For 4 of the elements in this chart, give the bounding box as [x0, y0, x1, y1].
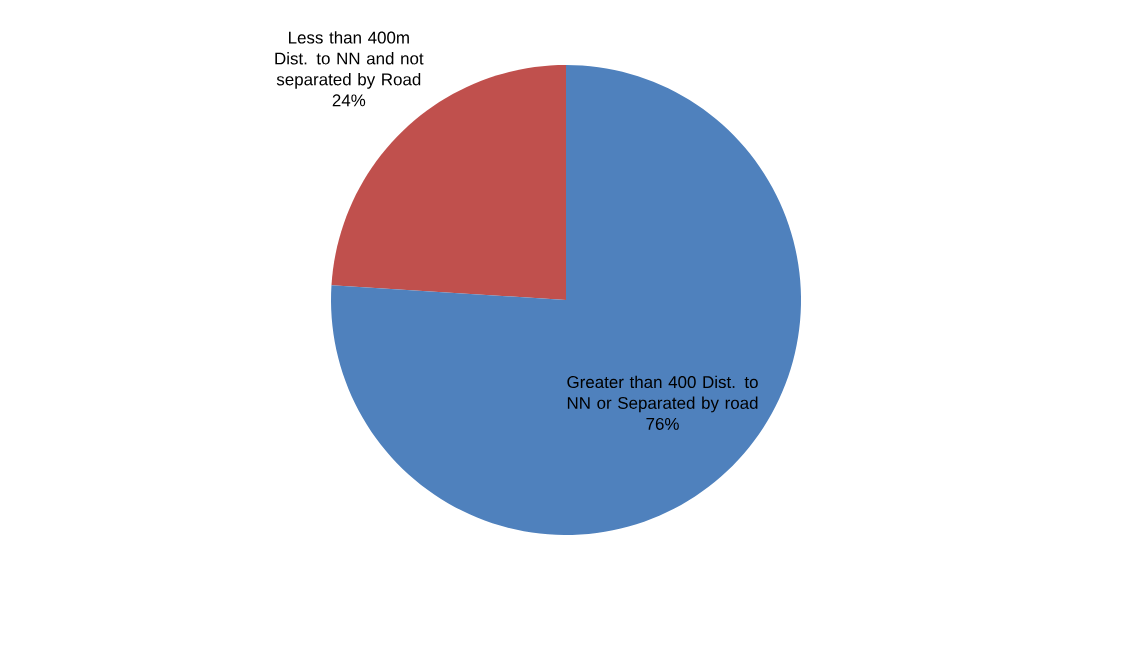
data-label: 24% [332, 94, 366, 107]
slice-label: Less than 400m Dist. to NN and not separated by Road [275, 31, 424, 89]
data-label: 76% [646, 417, 679, 430]
slice-label: Greater than 400 Dist. to NN or Separated by road [567, 375, 758, 413]
